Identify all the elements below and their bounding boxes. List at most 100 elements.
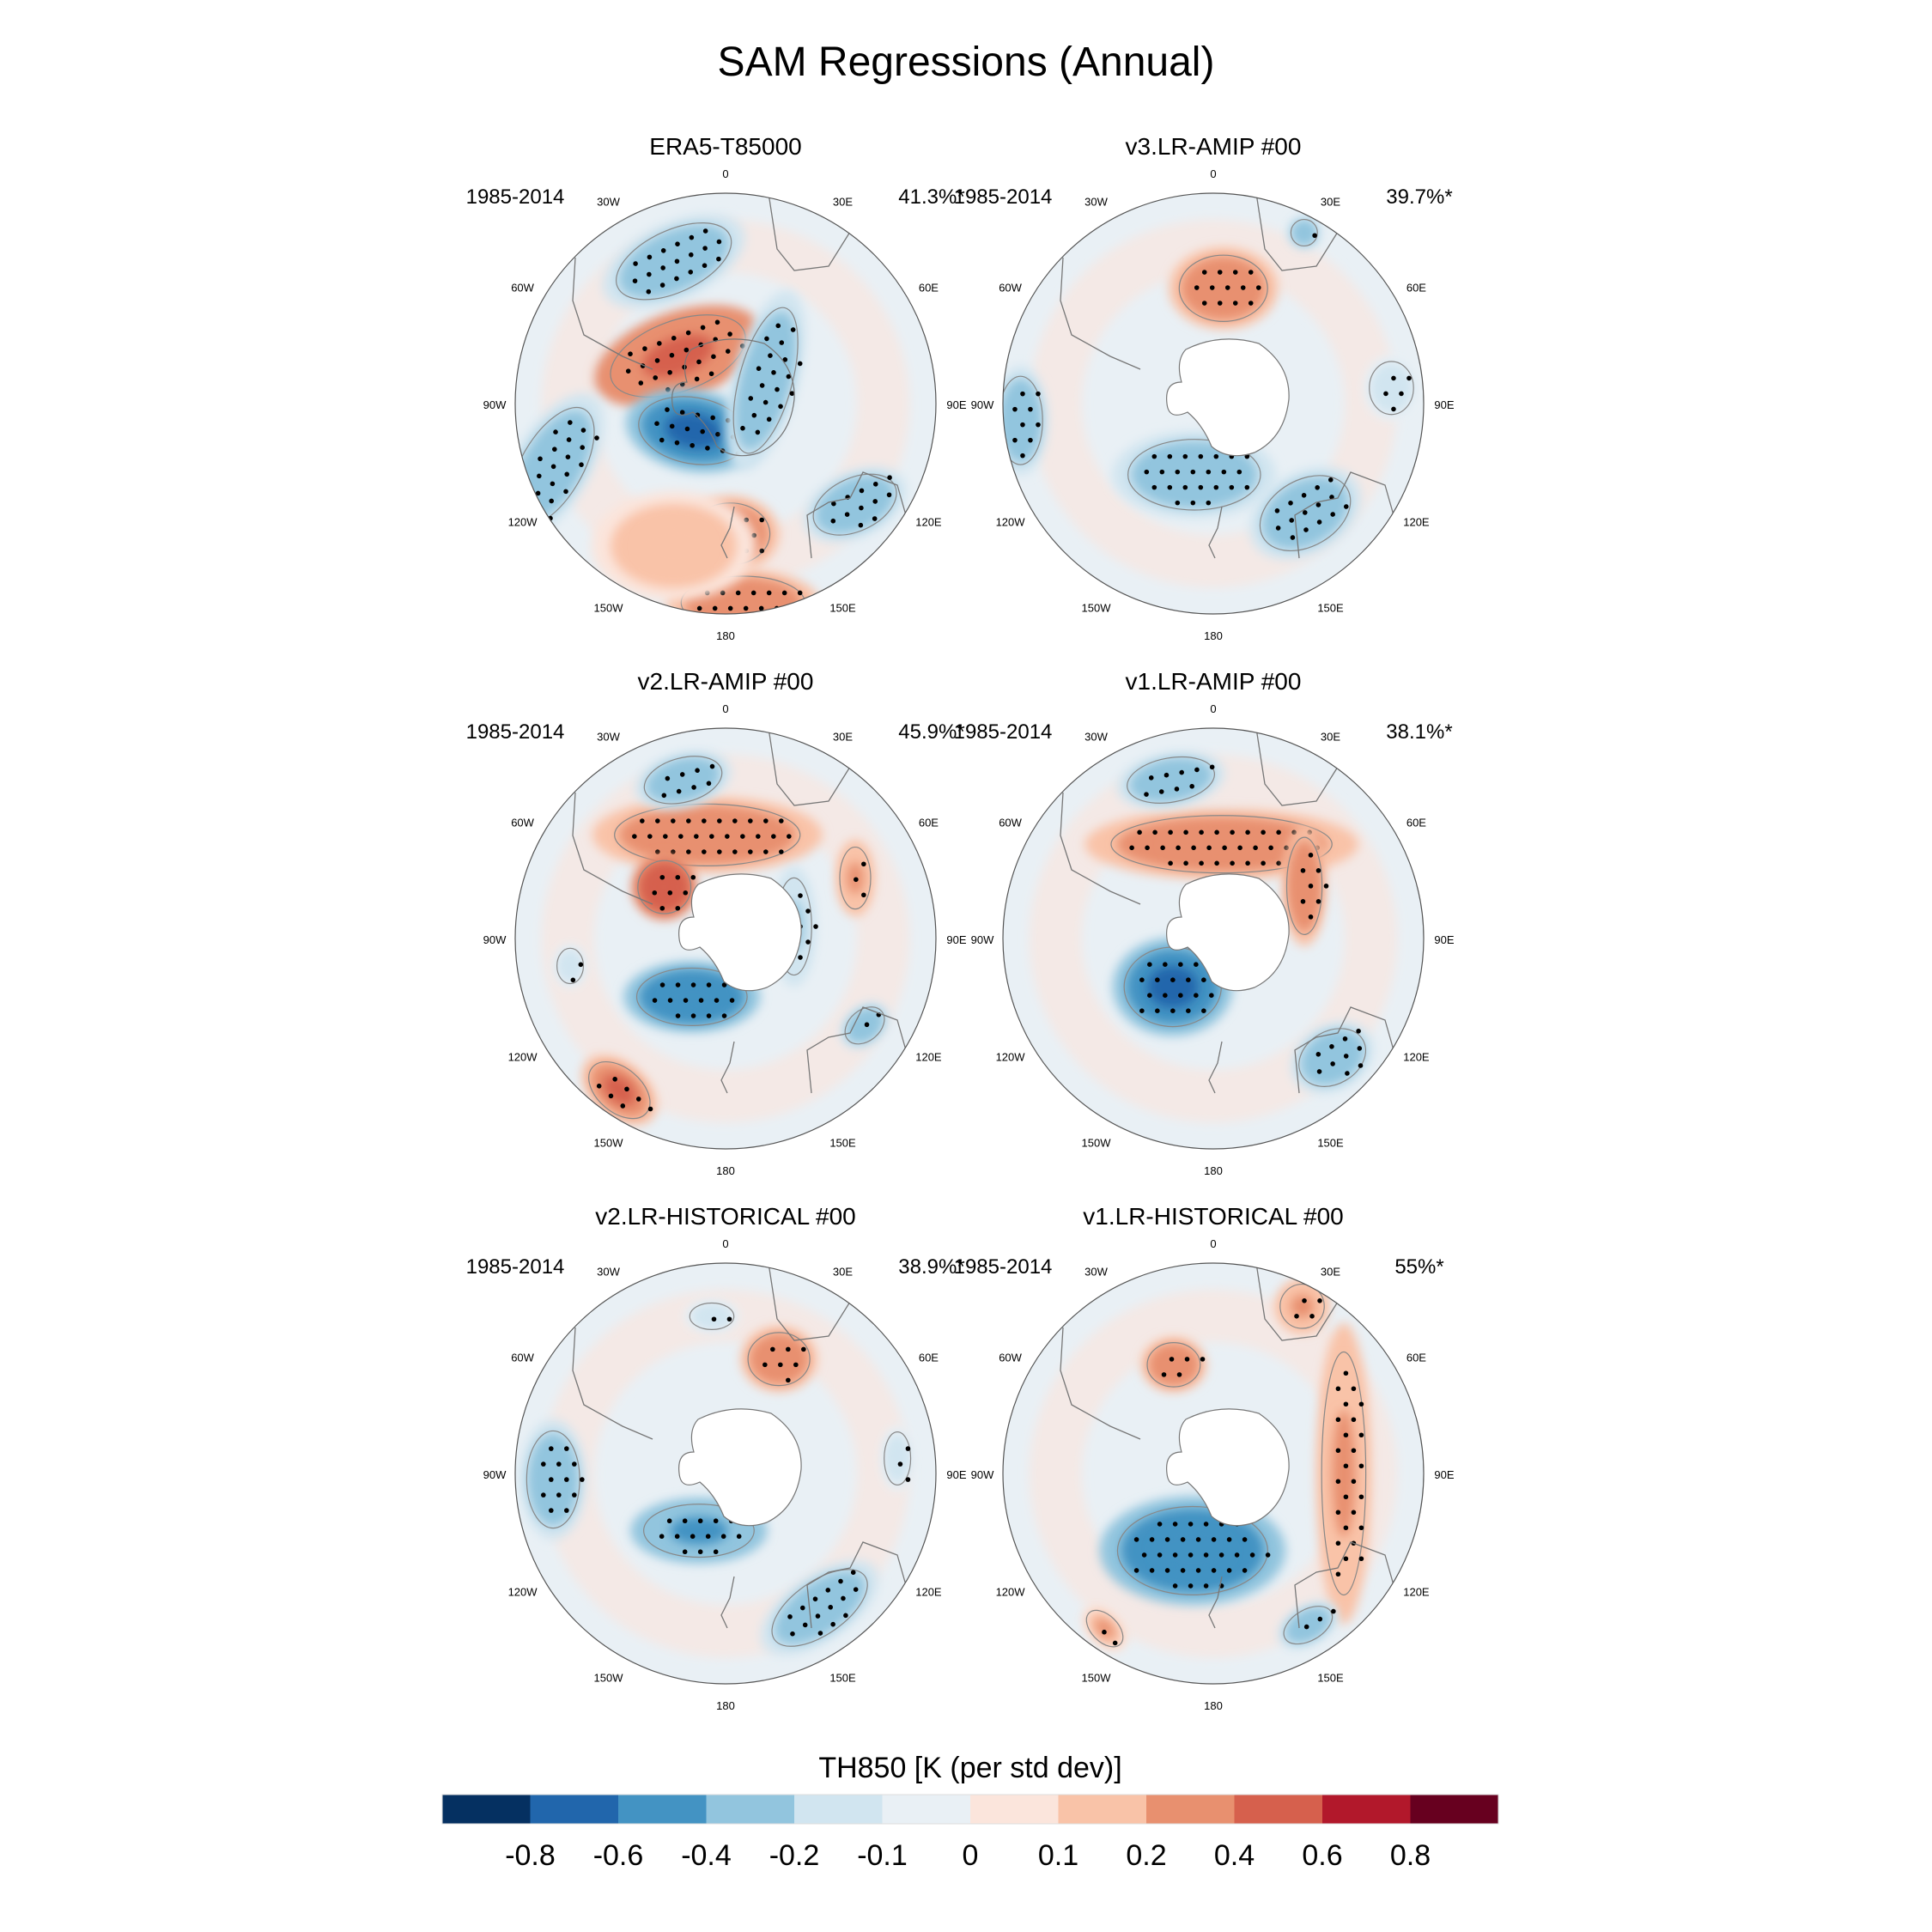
new-zealand-coastline (1208, 1576, 1223, 1629)
stipple-dot (1242, 1537, 1248, 1542)
stipple-dot (1190, 500, 1196, 506)
stipple-dot (1172, 1522, 1178, 1527)
stipple-dot (1308, 853, 1314, 858)
stipple-dot (1201, 301, 1207, 306)
stipple-dot (694, 834, 699, 839)
stipple-dot (1343, 1556, 1349, 1562)
longitude-label: 30W (597, 196, 620, 209)
longitude-label: 90W (483, 398, 507, 411)
stipple-dot (1217, 270, 1223, 275)
stipple-dot (1358, 1494, 1364, 1500)
contour-core (1159, 1352, 1188, 1376)
stipple-dot (859, 505, 864, 511)
stipple-dot (669, 352, 675, 358)
stipple-dot (565, 454, 571, 460)
significance-contour (1279, 1283, 1325, 1329)
stipple-dot (1308, 914, 1314, 920)
stipple-dot (767, 622, 772, 627)
longitude-label: 90E (1434, 398, 1454, 411)
stipple-dot (771, 370, 776, 375)
longitude-label: 30W (1084, 1266, 1108, 1279)
stipple-dot (679, 410, 685, 416)
stipple-dot (667, 890, 673, 896)
stipple-dot (580, 445, 586, 450)
stipple-dot (694, 376, 700, 382)
longitude-label: 30W (597, 731, 620, 744)
contour-core (1163, 829, 1279, 860)
stipple-dot (1294, 1314, 1299, 1319)
new-zealand-coastline (720, 1576, 735, 1629)
stipple-dot (1276, 860, 1281, 866)
longitude-label: 180 (716, 1699, 735, 1712)
stipple-dot (831, 501, 836, 507)
stipple-dot (655, 818, 660, 823)
stipple-dot (1302, 1298, 1307, 1303)
stipple-dot (690, 1013, 696, 1018)
significance-contour (1285, 836, 1323, 935)
stipple-dot (1133, 1568, 1139, 1573)
stipple-dot (726, 1316, 732, 1322)
colorbar-swatch (618, 1795, 707, 1824)
stipple-dot (1315, 485, 1320, 490)
stipple-dot (1316, 1069, 1322, 1074)
stipple-dot (580, 1477, 585, 1482)
stipple-dot (708, 371, 714, 377)
new-zealand-coastline (1208, 506, 1223, 559)
significance-contour (1178, 254, 1268, 322)
colorbar-swatch (1322, 1795, 1411, 1824)
antarctica-mask (1166, 338, 1290, 457)
stipple-dot (1182, 484, 1188, 490)
panel-variance: 39.7%* (1386, 185, 1452, 209)
stipple-dot (1149, 1568, 1155, 1573)
longitude-label: 0 (722, 167, 728, 180)
significance-contour (1116, 1505, 1268, 1595)
stipple-dot (1188, 1583, 1194, 1589)
stipple-dot (790, 327, 796, 332)
stipple-dot (690, 442, 695, 448)
australia-coastline (1294, 471, 1394, 559)
stipple-dot (1167, 453, 1173, 459)
stipple-dot (659, 283, 665, 288)
stipple-dot (1300, 899, 1306, 904)
stipple-dot (716, 239, 722, 245)
longitude-label: 120W (996, 1586, 1026, 1599)
stipple-dot (715, 431, 720, 437)
stipple-dot (659, 905, 665, 911)
stipple-dot (1351, 1448, 1357, 1454)
stipple-dot (691, 785, 696, 790)
longitude-label: 120E (1403, 1051, 1430, 1064)
australia-coastline (1294, 1006, 1394, 1094)
stipple-dot (838, 1578, 843, 1584)
stipple-dot (652, 890, 658, 896)
stipple-dot (1383, 391, 1388, 397)
stipple-dot (1186, 977, 1191, 983)
stipple-dot (667, 998, 673, 1003)
stipple-dot (713, 1518, 719, 1524)
stipple-dot (1317, 1298, 1322, 1303)
stipple-dot (660, 265, 665, 270)
stipple-dot (1180, 1537, 1186, 1542)
stipple-dot (660, 248, 666, 253)
panel-title: v2.LR-AMIP #00 (638, 668, 814, 695)
stipple-dot (1315, 868, 1321, 873)
stipple-dot (678, 834, 683, 839)
stipple-dot (1148, 775, 1154, 781)
panel-title: v3.LR-AMIP #00 (1126, 133, 1302, 160)
stipple-dot (735, 590, 741, 596)
stipple-dot (1226, 1537, 1232, 1542)
stipple-dot (1170, 1008, 1176, 1014)
contour-core (1008, 397, 1032, 444)
stipple-dot (1276, 829, 1281, 835)
longitude-label: 180 (1204, 629, 1223, 642)
africa-coastline (768, 1263, 851, 1341)
stipple-dot (825, 1588, 831, 1593)
stipple-dot (714, 319, 720, 325)
stipple-dot (690, 982, 696, 987)
panel-variance: 55%* (1394, 1255, 1443, 1279)
stipple-dot (763, 818, 769, 823)
stipple-dot (1253, 845, 1258, 851)
stipple-dot (1160, 845, 1165, 851)
stipple-dot (1261, 860, 1266, 866)
stipple-dot (861, 892, 866, 898)
stipple-dot (1317, 1616, 1323, 1622)
